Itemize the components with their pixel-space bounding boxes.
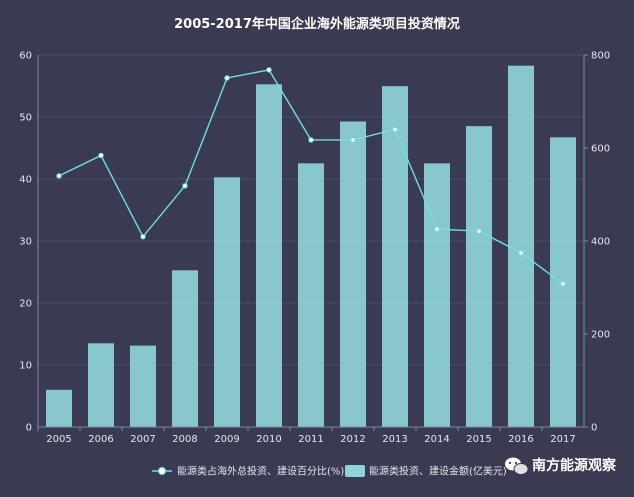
x-axis: 2005 2006 2007 2008 2009 2010 2011 2012 2013 2014… — [37, 426, 584, 445]
legend-bar-label: 能源类投资、建设金额(亿美元) — [369, 465, 507, 478]
y-left-tick-label: 20 — [19, 299, 32, 310]
line-point-2015 — [476, 228, 482, 234]
y-right-tick-label: 200 — [591, 330, 610, 341]
x-tick-label: 2005 — [46, 434, 71, 445]
y-left-tick-label: 0 — [26, 423, 32, 434]
line-point-2005 — [56, 173, 62, 179]
line-point-2008 — [182, 183, 188, 189]
legend-bar-swatch — [345, 465, 365, 477]
bar-2014 — [423, 163, 451, 427]
y-left-tick-label: 40 — [19, 175, 32, 186]
y-right-tick-label: 600 — [591, 144, 610, 155]
legend-line-marker — [158, 467, 166, 475]
bar-2011 — [297, 163, 325, 427]
line-point-2010 — [266, 67, 272, 73]
line-point-2009 — [224, 75, 230, 81]
y-axis-right: 0 200 400 600 800 — [583, 51, 610, 434]
bar-2007 — [129, 345, 157, 427]
x-tick-label: 2009 — [214, 434, 239, 445]
line-point-2016 — [518, 250, 524, 256]
legend-line-label: 能源类占海外总投资、建设百分比(%) — [177, 465, 344, 478]
x-tick-label: 2007 — [130, 434, 155, 445]
line-point-2012 — [350, 137, 356, 143]
bar-series — [45, 65, 577, 428]
bar-2016 — [507, 65, 535, 427]
y-right-tick-label: 400 — [591, 237, 610, 248]
x-tick-label: 2013 — [382, 434, 407, 445]
y-left-tick-label: 50 — [19, 113, 32, 124]
bar-2010 — [255, 84, 283, 428]
x-tick-label: 2016 — [508, 434, 533, 445]
y-left-tick-label: 60 — [19, 51, 32, 62]
y-left-tick-label: 10 — [19, 361, 32, 372]
wechat-icon — [505, 457, 529, 475]
bar-2008 — [171, 270, 199, 427]
watermark: 南方能源观察 — [505, 457, 617, 475]
x-tick-label: 2012 — [340, 434, 365, 445]
x-tick-label: 2010 — [256, 434, 281, 445]
y-left-tick-label: 30 — [19, 237, 32, 248]
x-tick-label: 2006 — [88, 434, 113, 445]
line-point-2017 — [560, 281, 566, 287]
bar-2005 — [45, 389, 73, 427]
bar-2012 — [339, 121, 367, 428]
line-point-2011 — [308, 137, 314, 143]
bar-2013 — [381, 86, 409, 427]
x-tick-label: 2015 — [466, 434, 491, 445]
bar-2015 — [465, 126, 493, 428]
legend: 能源类占海外总投资、建设百分比(%) 能源类投资、建设金额(亿美元) — [152, 465, 507, 478]
x-tick-label: 2008 — [172, 434, 197, 445]
x-tick-label: 2014 — [424, 434, 449, 445]
line-point-2014 — [434, 226, 440, 232]
bar-2009 — [213, 177, 241, 427]
y-axis-left: 0 10 20 30 40 50 60 — [19, 51, 39, 434]
line-point-2013 — [392, 126, 398, 133]
y-right-tick-label: 800 — [591, 51, 610, 62]
line-point-2007 — [140, 233, 146, 240]
watermark-text: 南方能源观察 — [532, 457, 617, 474]
line-point-2006 — [98, 152, 104, 159]
x-tick-label: 2017 — [550, 434, 575, 445]
y-right-tick-label: 0 — [591, 423, 597, 434]
bar-2006 — [87, 343, 115, 427]
chart-title: 2005-2017年中国企业海外能源类项目投资情况 — [174, 16, 460, 32]
x-tick-label: 2011 — [298, 434, 323, 445]
line-series — [56, 67, 566, 287]
